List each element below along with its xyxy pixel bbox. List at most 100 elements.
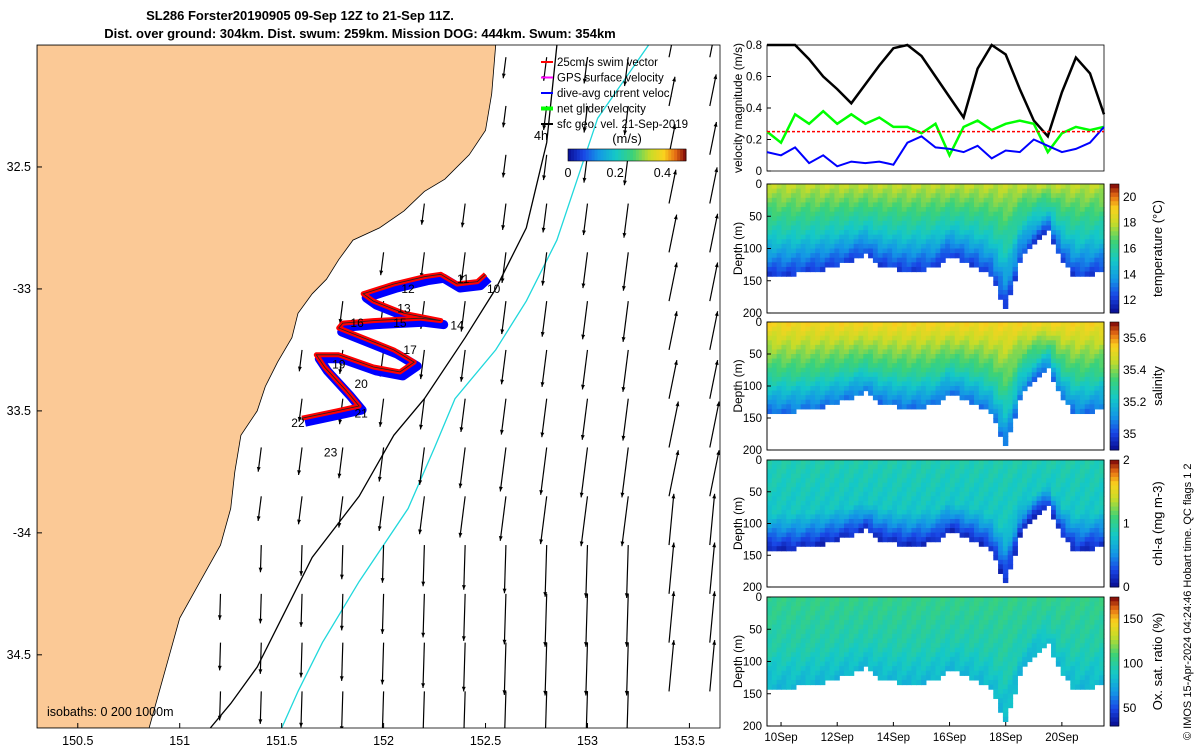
salinity-panel-cell [1036,358,1043,364]
oxygen-panel-cell [810,615,816,621]
salinity-panel-cell [848,322,855,328]
geo-arrow-head [380,578,385,583]
oxygen-panel-cell [896,652,903,658]
chla-panel-cell [1031,487,1038,493]
chla-panel-cell [949,518,956,525]
chla-panel-cell [954,464,961,470]
temperature-panel-cell [1026,239,1033,245]
chla-panel-cell [969,478,975,484]
oxygen-panel-cell [824,633,831,640]
salinity-panel-cell [935,367,941,373]
salinity-panel-cell [776,381,783,387]
chla-panel-cell [916,509,922,516]
salinity-panel-cell [810,331,816,337]
temperature-panel-cell [877,220,884,227]
temperature-panel-cell [858,220,864,227]
oxygen-panel-cell [916,670,922,676]
salinity-panel-cell [988,390,994,396]
temperature-panel-cell [978,253,985,259]
temperature-panel-cell [896,202,903,208]
oxygen-panel-cell [901,624,908,630]
temperature-panel-cell [877,248,884,254]
chla-panel-cell [993,469,999,475]
geo-arrow-head [543,740,547,745]
salinity-panel-cell [839,367,845,373]
temperature-panel-cell [834,234,840,240]
temperature-panel-cell [786,253,792,259]
temperature-panel-cell [887,230,893,236]
chla-panel-cell [896,518,903,525]
salinity-panel-cell [954,367,961,373]
oxygen-panel-cell [795,597,802,603]
salinity-panel-cell [1065,367,1071,373]
geo-arrow [668,640,675,692]
salinity-panel-cell [848,354,855,360]
temperature-panel-cell [1070,220,1076,227]
temperature-panel-cell [839,253,845,259]
salinity-panel-cell [1026,381,1033,387]
geo-arrow [585,642,589,696]
salinity-panel-cell [1094,395,1100,401]
oxygen-panel-cell [848,661,855,667]
chla-panel-cbar-tick-label: 0 [1123,580,1130,594]
salinity-panel-cell [969,376,975,383]
salinity-panel-cell [1007,358,1014,364]
salinity-panel-cell [959,381,965,387]
temperature-panel-cbar-tick-label: 14 [1123,267,1137,281]
oxygen-panel-cell [882,666,888,672]
temperature-panel-cell [795,197,802,204]
geo-arrow-head [623,130,628,136]
oxygen-panel-cell [858,666,864,672]
salinity-panel-cell [1075,408,1081,415]
chla-panel-cell [786,464,792,470]
chla-panel-cell [1002,577,1009,584]
chla-panel-cell [1022,487,1028,493]
oxygen-panel-cell [767,679,773,686]
oxygen-panel-cell [791,597,797,603]
chla-panel-cell [776,464,783,470]
chla-panel-cell [1099,505,1105,511]
salinity-panel-cell [834,344,840,351]
salinity-panel-cell [906,322,913,328]
temperature-panel-cbar-cell [1110,295,1119,301]
salinity-panel-cell [949,372,956,378]
chla-panel-cell [824,528,831,534]
geo-arrow-head [339,676,344,681]
temperature-panel-cell [805,188,811,194]
oxygen-panel-cell [911,601,917,607]
chla-panel-cell [930,523,937,529]
chla-panel-cell [892,523,898,529]
chla-panel-cell [882,487,888,493]
geo-arrow [499,496,507,541]
geo-arrow [460,349,466,382]
temperature-panel-cell [930,202,937,208]
temperature-panel-cell [998,289,1004,296]
temperature-panel-cell [1002,239,1009,245]
temperature-panel-cell [1089,211,1095,217]
temperature-panel-cell [781,271,787,277]
salinity-panel-cell [824,358,831,364]
oxygen-panel-cell [877,597,884,603]
geo-arrow [709,640,716,692]
temperature-panel-cell [964,225,970,231]
temperature-panel-cell [1046,202,1052,208]
oxygen-panel-cell [901,615,908,621]
salinity-panel-cell [1017,335,1023,341]
temperature-panel-cell [805,211,811,217]
chla-panel-cell [978,505,985,511]
salinity-panel-cell [776,372,783,378]
geo-arrow-head [622,285,626,291]
oxygen-panel-cell [805,643,811,649]
temperature-panel-cell [834,230,840,236]
chla-panel-cell [988,523,994,529]
chla-panel-cell [901,509,908,516]
temperature-panel-cell [978,188,985,194]
oxygen-panel-cell [916,606,922,612]
salinity-panel-cell [925,349,932,355]
salinity-panel-cell [954,363,961,369]
temperature-panel-cell [1002,225,1009,231]
chla-panel-cell [853,523,860,529]
salinity-panel-cell [921,395,927,401]
temperature-panel-cell [1022,211,1028,217]
chla-panel-cell [916,496,922,502]
